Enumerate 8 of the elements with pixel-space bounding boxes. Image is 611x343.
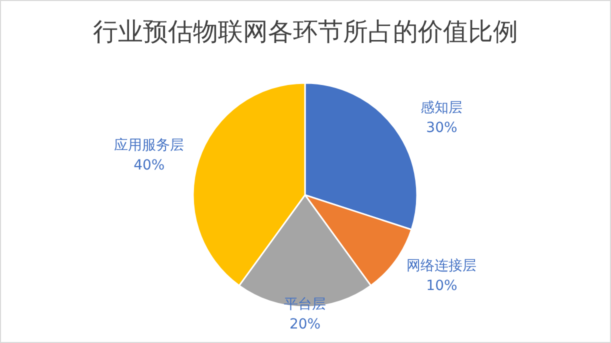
slice-label: 网络连接层 (406, 258, 477, 274)
data-label: 30% (426, 120, 458, 136)
data-label: 10% (426, 278, 458, 294)
data-label: 20% (289, 316, 321, 333)
data-label: 40% (134, 157, 165, 174)
slice-label: 感知层 (420, 100, 463, 116)
chart-title: 行业预估物联网各环节所占的价值比例 (93, 17, 518, 46)
slice-label: 应用服务层 (114, 137, 184, 154)
